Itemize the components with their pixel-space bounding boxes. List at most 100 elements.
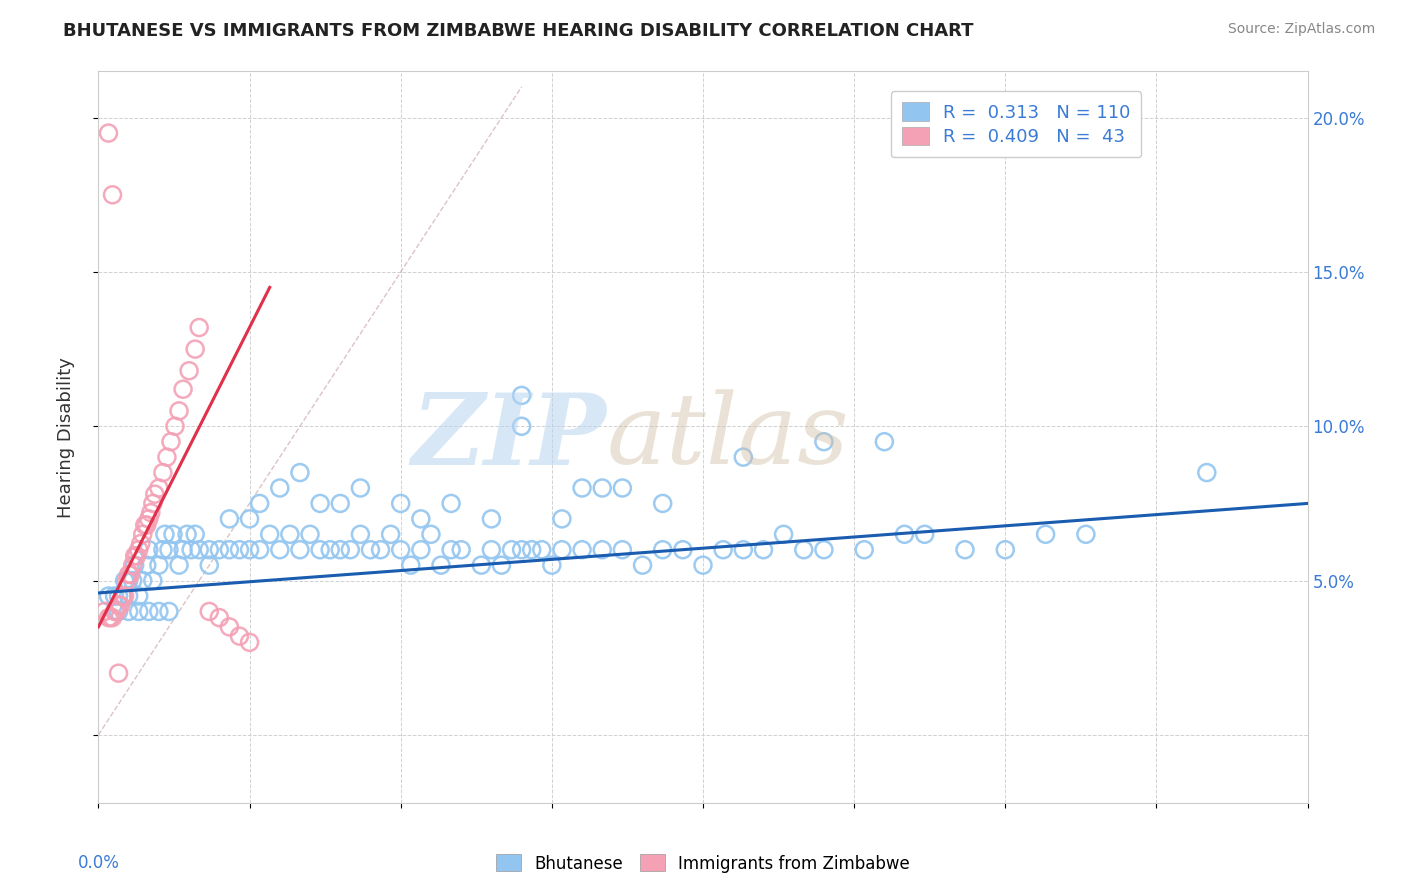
- Point: [198, 542, 221, 557]
- Point: [124, 558, 146, 573]
- Point: [793, 542, 815, 557]
- Point: [651, 542, 673, 557]
- Point: [142, 496, 165, 510]
- Point: [176, 527, 198, 541]
- Point: [172, 382, 194, 396]
- Point: [733, 450, 755, 464]
- Legend: R =  0.313   N = 110, R =  0.409   N =  43: R = 0.313 N = 110, R = 0.409 N = 43: [891, 91, 1142, 157]
- Point: [198, 558, 221, 573]
- Point: [208, 610, 231, 624]
- Point: [156, 450, 179, 464]
- Point: [188, 320, 211, 334]
- Point: [218, 512, 240, 526]
- Point: [121, 574, 143, 588]
- Point: [249, 542, 271, 557]
- Point: [389, 542, 412, 557]
- Point: [853, 542, 876, 557]
- Point: [239, 512, 262, 526]
- Point: [733, 542, 755, 557]
- Text: Source: ZipAtlas.com: Source: ZipAtlas.com: [1227, 22, 1375, 37]
- Point: [278, 527, 301, 541]
- Point: [571, 481, 593, 495]
- Point: [510, 419, 533, 434]
- Point: [772, 527, 794, 541]
- Point: [893, 527, 915, 541]
- Point: [107, 589, 129, 603]
- Point: [409, 512, 432, 526]
- Point: [1195, 466, 1218, 480]
- Point: [249, 496, 271, 510]
- Point: [163, 419, 186, 434]
- Text: 0.0%: 0.0%: [77, 854, 120, 872]
- Point: [162, 527, 184, 541]
- Point: [953, 542, 976, 557]
- Point: [299, 527, 322, 541]
- Point: [612, 481, 634, 495]
- Point: [510, 542, 533, 557]
- Point: [631, 558, 654, 573]
- Point: [672, 542, 695, 557]
- Point: [651, 496, 673, 510]
- Point: [153, 527, 176, 541]
- Point: [540, 558, 562, 573]
- Point: [198, 604, 221, 618]
- Point: [179, 364, 201, 378]
- Point: [118, 567, 141, 582]
- Point: [309, 496, 332, 510]
- Point: [360, 542, 382, 557]
- Point: [138, 512, 160, 526]
- Point: [1035, 527, 1057, 541]
- Point: [111, 589, 134, 603]
- Point: [510, 388, 533, 402]
- Point: [420, 527, 443, 541]
- Point: [100, 610, 122, 624]
- Point: [128, 604, 150, 618]
- Point: [107, 599, 129, 613]
- Point: [440, 542, 463, 557]
- Point: [101, 187, 124, 202]
- Point: [481, 542, 503, 557]
- Point: [329, 496, 352, 510]
- Point: [228, 542, 250, 557]
- Point: [128, 542, 150, 557]
- Point: [115, 574, 138, 588]
- Point: [97, 126, 120, 140]
- Point: [470, 558, 492, 573]
- Point: [501, 542, 523, 557]
- Point: [148, 558, 170, 573]
- Point: [259, 527, 281, 541]
- Point: [157, 542, 180, 557]
- Point: [132, 574, 155, 588]
- Point: [711, 542, 734, 557]
- Point: [218, 620, 240, 634]
- Point: [309, 542, 332, 557]
- Legend: Bhutanese, Immigrants from Zimbabwe: Bhutanese, Immigrants from Zimbabwe: [489, 847, 917, 880]
- Point: [97, 589, 120, 603]
- Point: [152, 542, 174, 557]
- Point: [450, 542, 472, 557]
- Point: [530, 542, 553, 557]
- Point: [380, 527, 402, 541]
- Point: [110, 599, 132, 613]
- Point: [914, 527, 936, 541]
- Text: ZIP: ZIP: [412, 389, 606, 485]
- Point: [118, 574, 141, 588]
- Point: [239, 635, 262, 649]
- Point: [135, 558, 157, 573]
- Point: [813, 542, 835, 557]
- Point: [440, 496, 463, 510]
- Point: [399, 558, 422, 573]
- Point: [370, 542, 392, 557]
- Point: [114, 589, 136, 603]
- Point: [184, 342, 207, 356]
- Point: [319, 542, 342, 557]
- Point: [93, 604, 115, 618]
- Point: [813, 434, 835, 449]
- Point: [118, 604, 141, 618]
- Point: [269, 542, 291, 557]
- Point: [157, 604, 180, 618]
- Point: [134, 518, 156, 533]
- Text: BHUTANESE VS IMMIGRANTS FROM ZIMBABWE HEARING DISABILITY CORRELATION CHART: BHUTANESE VS IMMIGRANTS FROM ZIMBABWE HE…: [63, 22, 974, 40]
- Point: [121, 558, 143, 573]
- Point: [218, 542, 240, 557]
